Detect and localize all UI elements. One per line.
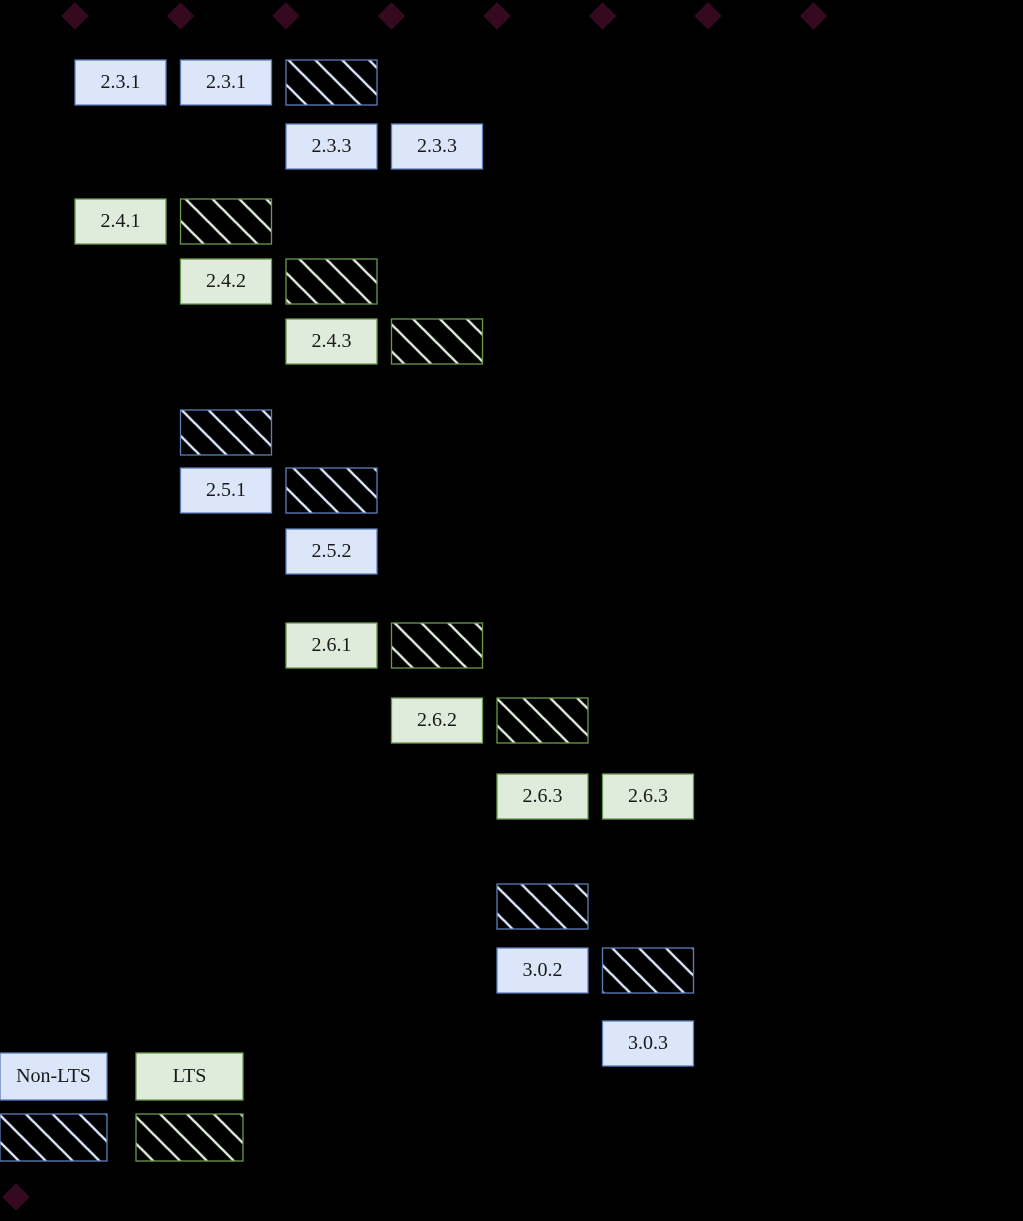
svg-text:2.3.3: 2.3.3 [417,135,457,157]
svg-text:2.6.3: 2.6.3 [628,785,668,807]
svg-text:3.0.3: 3.0.3 [628,1032,668,1054]
svg-text:2.5.1: 2.5.1 [206,479,246,501]
svg-text:Non-LTS: Non-LTS [16,1065,91,1087]
svg-text:3.0.2: 3.0.2 [523,959,563,981]
svg-text:2.3.1: 2.3.1 [101,71,141,93]
svg-text:2.4.2: 2.4.2 [206,270,246,292]
svg-text:2.4.3: 2.4.3 [312,330,352,352]
svg-text:2.6.3: 2.6.3 [523,785,563,807]
svg-text:2.4.1: 2.4.1 [101,210,141,232]
svg-text:2.6.2: 2.6.2 [417,709,457,731]
svg-text:LTS: LTS [173,1065,207,1087]
svg-text:2.3.1: 2.3.1 [206,71,246,93]
svg-text:2.6.1: 2.6.1 [312,634,352,656]
svg-text:2.5.2: 2.5.2 [312,540,352,562]
svg-text:2.3.3: 2.3.3 [312,135,352,157]
